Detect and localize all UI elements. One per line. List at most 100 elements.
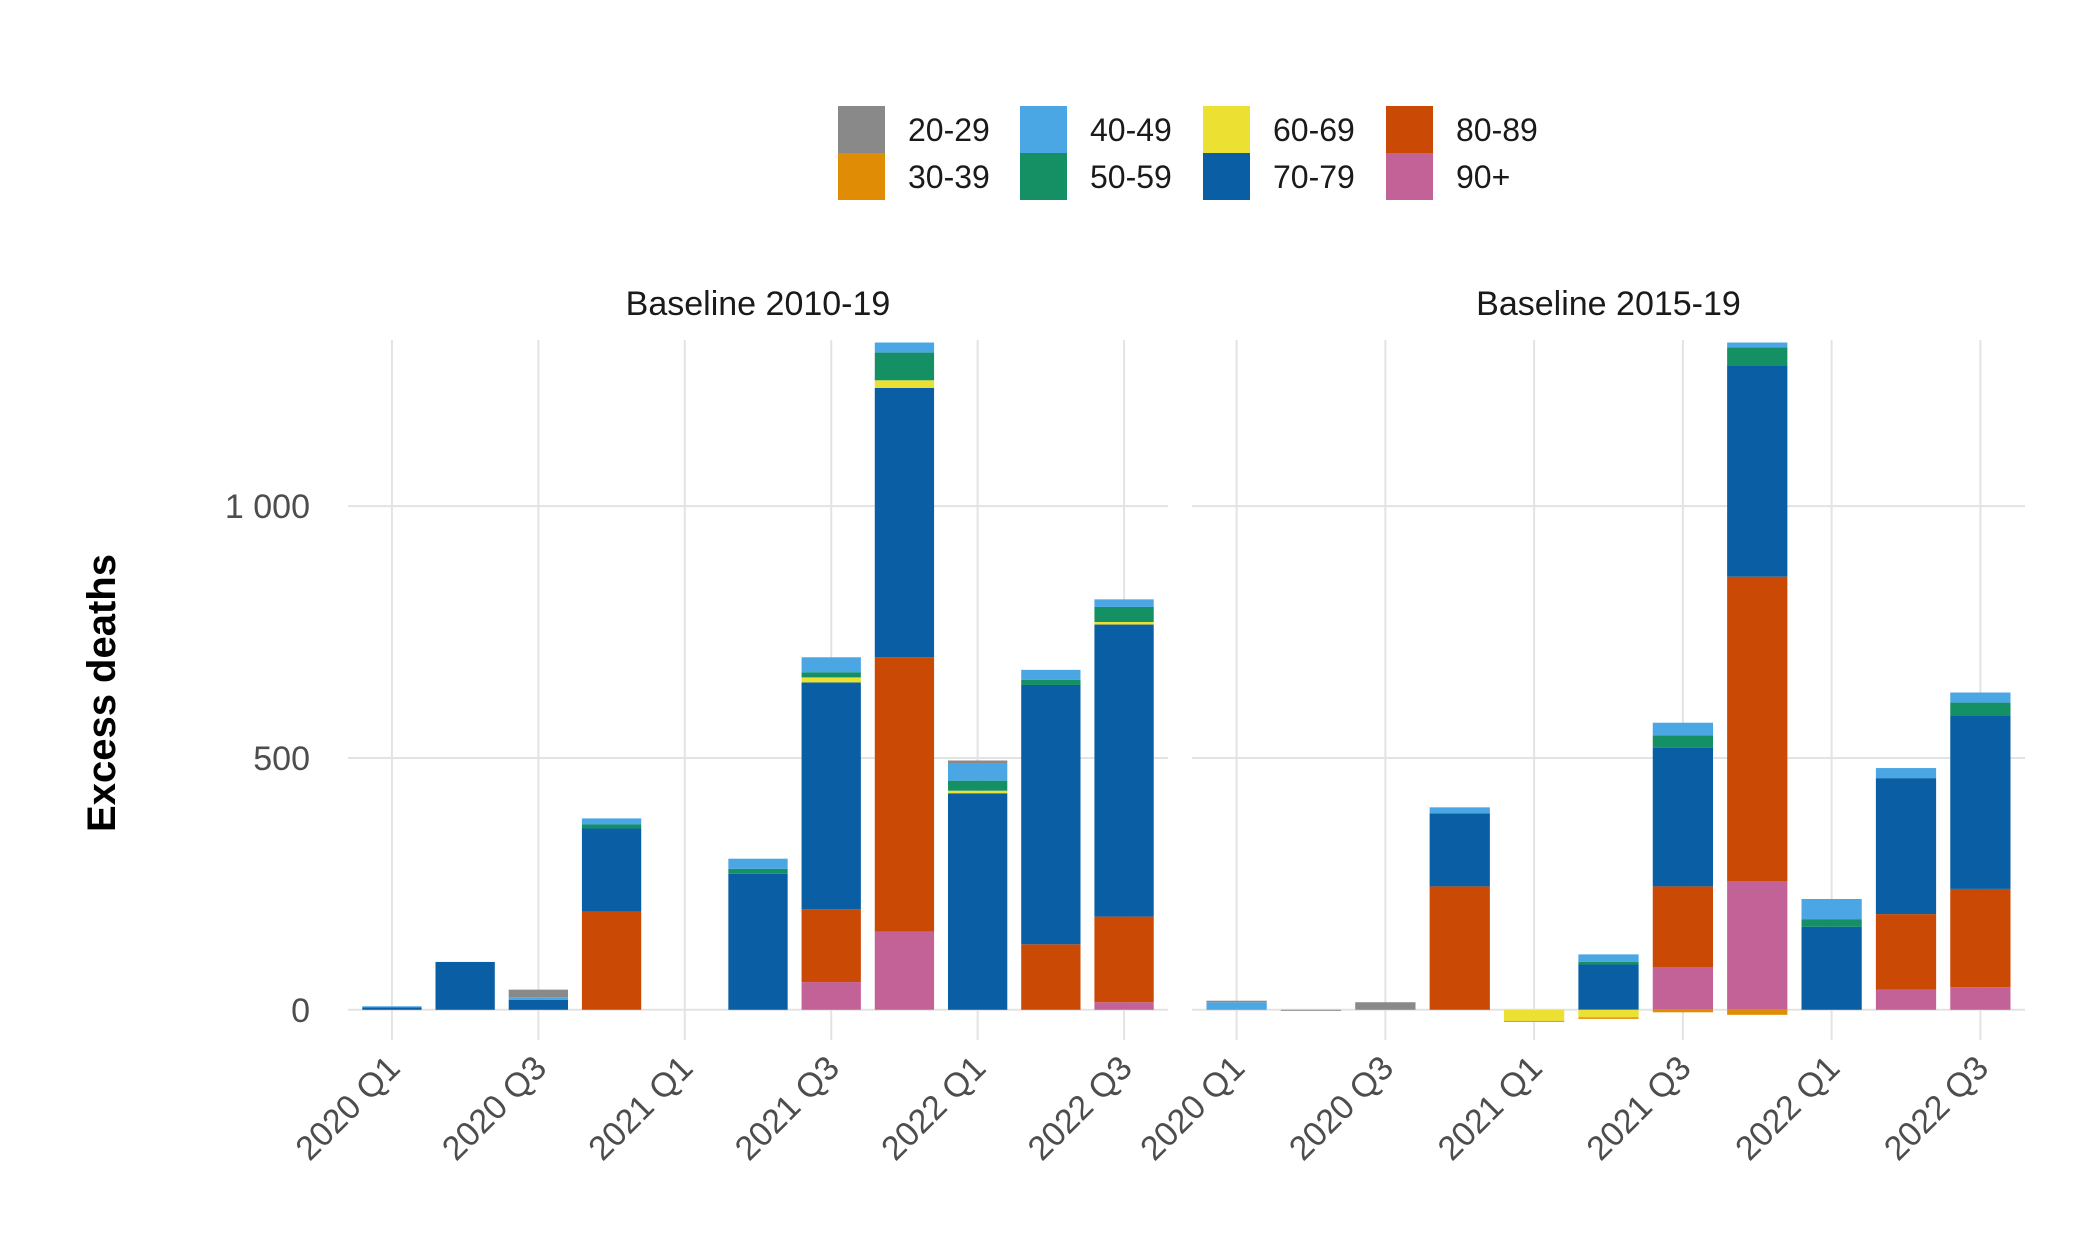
legend-swatch-50-59	[1020, 153, 1067, 200]
bar-20-29-2020-q3	[1355, 1002, 1416, 1010]
legend-label-30-39: 30-39	[908, 159, 990, 195]
bar-60-69-2022-q3	[1094, 622, 1154, 625]
bar-70-79-2021-q2	[728, 873, 788, 1010]
bar-20-29-2020-q1	[1206, 1000, 1267, 1003]
bar-80-89-2020-q4	[1429, 886, 1490, 1010]
bar-80-89-2022-q2	[1875, 914, 1937, 990]
bar-70-79-2020-q4	[1429, 813, 1490, 887]
bar-30-39-2021-q1	[1504, 1020, 1565, 1022]
legend-swatch-70-79	[1203, 153, 1250, 200]
bar-80-89-2021-q3	[801, 909, 861, 983]
bar-40-49-2021-q2	[1578, 954, 1639, 962]
bar-50-59-2021-q2	[728, 868, 788, 874]
bar-90-2021-q4	[874, 931, 935, 1010]
x-tick-label: 2020 Q3	[435, 1049, 554, 1168]
legend-swatch-20-29	[838, 106, 885, 153]
x-tick-label: 2021 Q1	[1431, 1049, 1550, 1168]
bar-30-39-2021-q2	[1578, 1017, 1639, 1019]
bar-90-2021-q3	[801, 982, 861, 1010]
legend-swatch-60-69	[1203, 106, 1250, 153]
bar-40-49-2022-q1	[1801, 898, 1862, 920]
bar-70-79-2020-q3	[508, 999, 569, 1010]
bar-60-69-2021-q1	[1504, 1009, 1565, 1021]
panel-title: Baseline 2015-19	[1476, 285, 1741, 323]
bar-40-49-2020-q3	[508, 997, 569, 1000]
bar-70-79-2021-q4	[1727, 365, 1788, 577]
bar-20-29-2020-q3	[508, 989, 569, 998]
bar-70-79-2022-q2	[1021, 684, 1081, 945]
y-tick-label: 1 000	[225, 488, 310, 526]
legend-label-20-29: 20-29	[908, 112, 990, 148]
bar-80-89-2020-q4	[581, 911, 642, 1010]
bar-70-79-2022-q3	[1950, 715, 2011, 889]
y-tick-label: 0	[291, 992, 310, 1030]
bar-80-89-2022-q2	[1021, 944, 1081, 1010]
bar-40-49-2020-q1	[362, 1006, 422, 1008]
bar-60-69-2022-q1	[947, 790, 1008, 794]
legend-label-70-79: 70-79	[1273, 159, 1355, 195]
bar-50-59-2021-q3	[1652, 735, 1713, 748]
y-axis-label: Excess deaths	[80, 554, 124, 832]
bar-70-79-2021-q3	[1652, 747, 1713, 887]
bar-90-2022-q3	[1950, 987, 2011, 1010]
x-tick-label: 2021 Q1	[581, 1049, 700, 1168]
bar-70-79-2022-q1	[1801, 926, 1862, 1010]
bar-50-59-2021-q4	[874, 352, 935, 381]
bar-40-49-2021-q4	[874, 342, 935, 353]
legend-swatch-90	[1386, 153, 1433, 200]
bar-60-69-2021-q2	[1578, 1009, 1639, 1018]
bar-40-49-2021-q3	[1652, 722, 1713, 736]
bar-50-59-2021-q2	[1578, 961, 1639, 965]
x-tick-label: 2022 Q1	[1728, 1049, 1847, 1168]
x-tick-label: 2020 Q1	[288, 1049, 407, 1168]
x-tick-label: 2022 Q3	[1021, 1049, 1140, 1168]
bar-30-39-2021-q3	[1652, 1009, 1713, 1013]
panel-title: Baseline 2010-19	[626, 285, 891, 323]
legend: 20-29 40-49 60-69 80-89 30-39 50-59 70-79 90+	[838, 106, 1538, 200]
bar-50-59-2021-q3	[801, 672, 861, 678]
bar-90-2021-q4	[1727, 881, 1788, 1010]
bar-40-49-2020-q4	[1429, 807, 1490, 814]
bar-50-59-2020-q4	[581, 824, 642, 829]
bar-70-79-2020-q1	[362, 1007, 422, 1010]
bar-70-79-2022-q2	[1875, 778, 1937, 915]
legend-label-80-89: 80-89	[1456, 112, 1538, 148]
bar-40-49-2022-q2	[1875, 768, 1937, 779]
bar-70-79-2021-q4	[874, 387, 935, 658]
bar-70-79-2022-q1	[947, 793, 1008, 1010]
bar-40-49-2022-q1	[947, 763, 1008, 781]
bar-90-2021-q3	[1652, 966, 1713, 1010]
bar-80-89-2021-q3	[1652, 886, 1713, 967]
bar-50-59-2022-q3	[1950, 702, 2011, 716]
legend-swatch-40-49	[1020, 106, 1067, 153]
bar-80-89-2022-q3	[1094, 916, 1154, 1003]
bar-70-79-2021-q3	[801, 682, 861, 910]
bar-90-2022-q3	[1094, 1002, 1154, 1010]
bar-70-79-2022-q3	[1094, 624, 1154, 917]
x-tick-label: 2022 Q3	[1877, 1049, 1996, 1168]
legend-swatch-80-89	[1386, 106, 1433, 153]
bar-50-59-2022-q1	[947, 780, 1008, 791]
legend-swatch-30-39	[838, 153, 885, 200]
bar-50-59-2022-q1	[1801, 919, 1862, 927]
legend-label-40-49: 40-49	[1090, 112, 1172, 148]
bar-70-79-2020-q2	[435, 961, 495, 1010]
bar-40-49-2021-q2	[728, 858, 788, 869]
bar-40-49-2022-q2	[1021, 669, 1081, 680]
legend-label-90: 90+	[1456, 159, 1510, 195]
x-tick-label: 2021 Q3	[728, 1049, 847, 1168]
bar-50-59-2022-q2	[1021, 679, 1081, 685]
bar-40-49-2021-q3	[801, 657, 861, 673]
bar-40-49-2021-q4	[1727, 342, 1788, 348]
bar-70-79-2020-q4	[581, 828, 642, 912]
x-tick-label: 2020 Q3	[1282, 1049, 1401, 1168]
bar-60-69-2021-q3	[801, 677, 861, 683]
legend-label-50-59: 50-59	[1090, 159, 1172, 195]
bar-40-49-2022-q3	[1950, 692, 2011, 703]
bar-80-89-2022-q3	[1950, 888, 2011, 988]
bar-50-59-2021-q4	[1727, 347, 1788, 366]
bar-60-69-2021-q4	[874, 380, 935, 388]
